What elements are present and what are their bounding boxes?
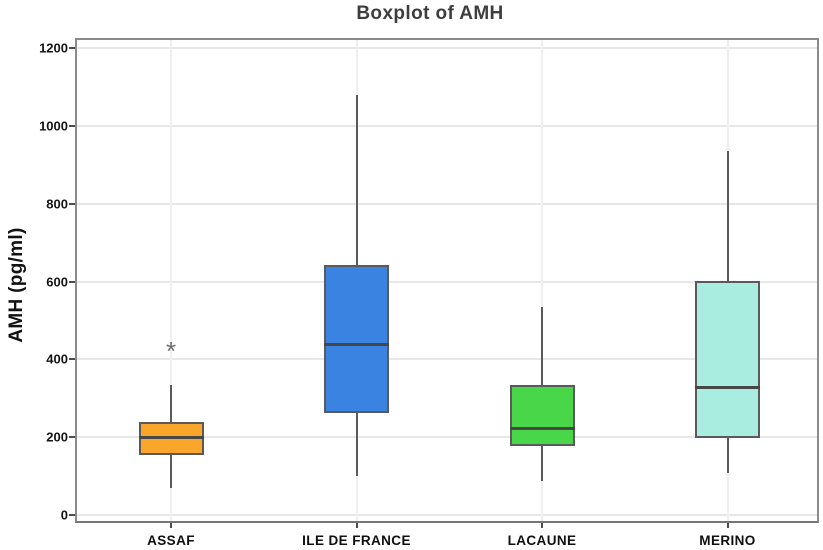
whisker-lower-assaf [170, 454, 172, 488]
box-lacaune [509, 384, 575, 446]
x-tick-label-assaf: ASSAF [147, 533, 195, 548]
x-tick-label-lacaune: LACAUNE [507, 533, 577, 548]
v-gridline [541, 38, 543, 523]
y-axis-tick [69, 514, 75, 516]
h-gridline [75, 47, 819, 50]
median-line-merino [695, 386, 760, 390]
h-gridline [75, 514, 819, 516]
x-tick-label-ile-de-france: ILE DE FRANCE [302, 533, 411, 548]
y-axis-tick [69, 436, 75, 439]
whisker-upper-assaf [170, 385, 172, 423]
h-gridline [75, 125, 819, 128]
box-ile-de-france [324, 264, 389, 414]
y-axis-tick [69, 47, 75, 50]
h-gridline [75, 202, 819, 205]
y-tick-label: 0 [60, 507, 68, 523]
h-gridline [75, 358, 819, 361]
whisker-lower-lacaune [541, 445, 543, 481]
median-line-assaf [138, 435, 204, 439]
outlier-marker-assaf: * [165, 336, 177, 367]
y-axis-tick [69, 125, 75, 128]
median-line-ile-de-france [324, 343, 389, 347]
y-tick-label: 400 [46, 351, 68, 367]
y-tick-label: 1000 [39, 118, 68, 134]
y-tick-label: 200 [46, 429, 68, 445]
whisker-lower-merino [726, 437, 729, 473]
whisker-lower-ile-de-france [355, 413, 358, 477]
y-tick-label: 600 [46, 274, 68, 290]
x-axis-tick [726, 523, 729, 528]
y-axis-tick [69, 202, 75, 205]
h-gridline [75, 280, 819, 283]
plot-area: * [75, 38, 819, 523]
x-axis-tick [170, 523, 172, 528]
whisker-upper-lacaune [541, 306, 543, 385]
y-axis-tick [69, 358, 75, 361]
whisker-upper-ile-de-france [355, 94, 358, 265]
x-tick-label-merino: MERINO [699, 533, 756, 548]
y-axis-tick [69, 280, 75, 283]
box-merino [695, 280, 760, 438]
chart-title: Boxplot of AMH [356, 3, 504, 24]
median-line-lacaune [509, 427, 575, 431]
x-axis-tick [541, 523, 543, 528]
h-gridline [75, 436, 819, 439]
y-tick-label: 800 [46, 196, 68, 212]
v-gridline [170, 38, 172, 523]
y-tick-label: 1200 [39, 40, 68, 56]
x-axis-tick [355, 523, 358, 528]
whisker-upper-merino [726, 150, 729, 281]
